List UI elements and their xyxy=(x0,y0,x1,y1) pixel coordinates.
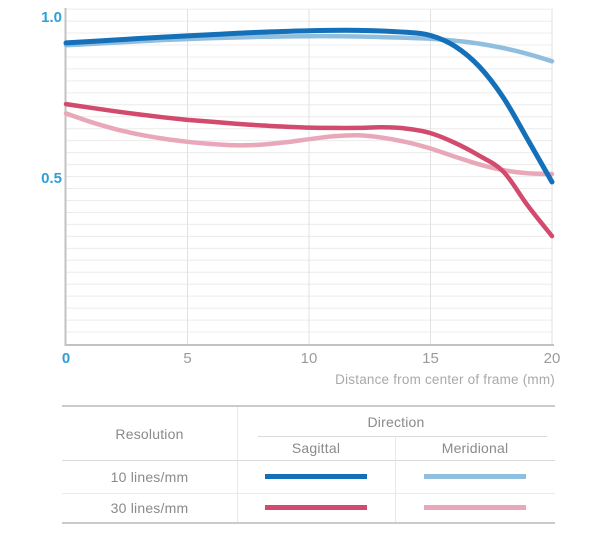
x-axis-tick-0: 0 xyxy=(61,350,71,367)
column-divider-resolution xyxy=(237,407,238,522)
x-axis-tick-20: 20 xyxy=(543,350,561,367)
x-axis-tick-10: 10 xyxy=(300,350,318,367)
legend-cell xyxy=(395,460,555,493)
row-label-30-lines: 30 lines/mm xyxy=(110,499,189,516)
x-axis-label: Distance from center of frame (mm) xyxy=(335,372,555,387)
row-label-10-lines: 10 lines/mm xyxy=(110,468,189,485)
swatch-10-sagittal xyxy=(265,474,367,479)
resolution-header: Resolution xyxy=(115,425,184,442)
curve-30-meridional xyxy=(63,111,555,177)
curve-30-sagittal xyxy=(63,101,555,239)
curve-10-sagittal xyxy=(63,27,555,185)
row-divider xyxy=(62,493,555,494)
direction-underline xyxy=(258,436,547,437)
x-axis-tick-15: 15 xyxy=(422,350,439,367)
legend-cell xyxy=(237,460,395,493)
y-axis-tick-1.0: 1.0 xyxy=(41,9,62,26)
mtf-chart: 1.0 0.5 0 5 10 15 20 Distance from cente… xyxy=(41,8,561,387)
meridional-header: Meridional xyxy=(441,440,509,456)
table-bottom-border xyxy=(62,522,555,524)
legend-cell xyxy=(395,493,555,522)
swatch-10-meridional xyxy=(424,474,526,479)
direction-header: Direction xyxy=(367,413,425,430)
swatch-30-sagittal xyxy=(265,505,367,510)
legend-table: Resolution Direction Sagittal Meridional… xyxy=(62,405,555,524)
table-top-border xyxy=(62,405,555,407)
x-axis-tick-5: 5 xyxy=(183,350,192,367)
y-axis-tick-0.5: 0.5 xyxy=(41,170,62,187)
header-divider xyxy=(62,460,555,461)
mtf-plot-canvas xyxy=(63,8,555,346)
sagittal-header: Sagittal xyxy=(291,440,341,456)
swatch-30-meridional xyxy=(424,505,526,510)
legend-cell xyxy=(237,493,395,522)
column-divider-direction xyxy=(395,436,396,522)
curve-10-meridional xyxy=(63,33,555,64)
